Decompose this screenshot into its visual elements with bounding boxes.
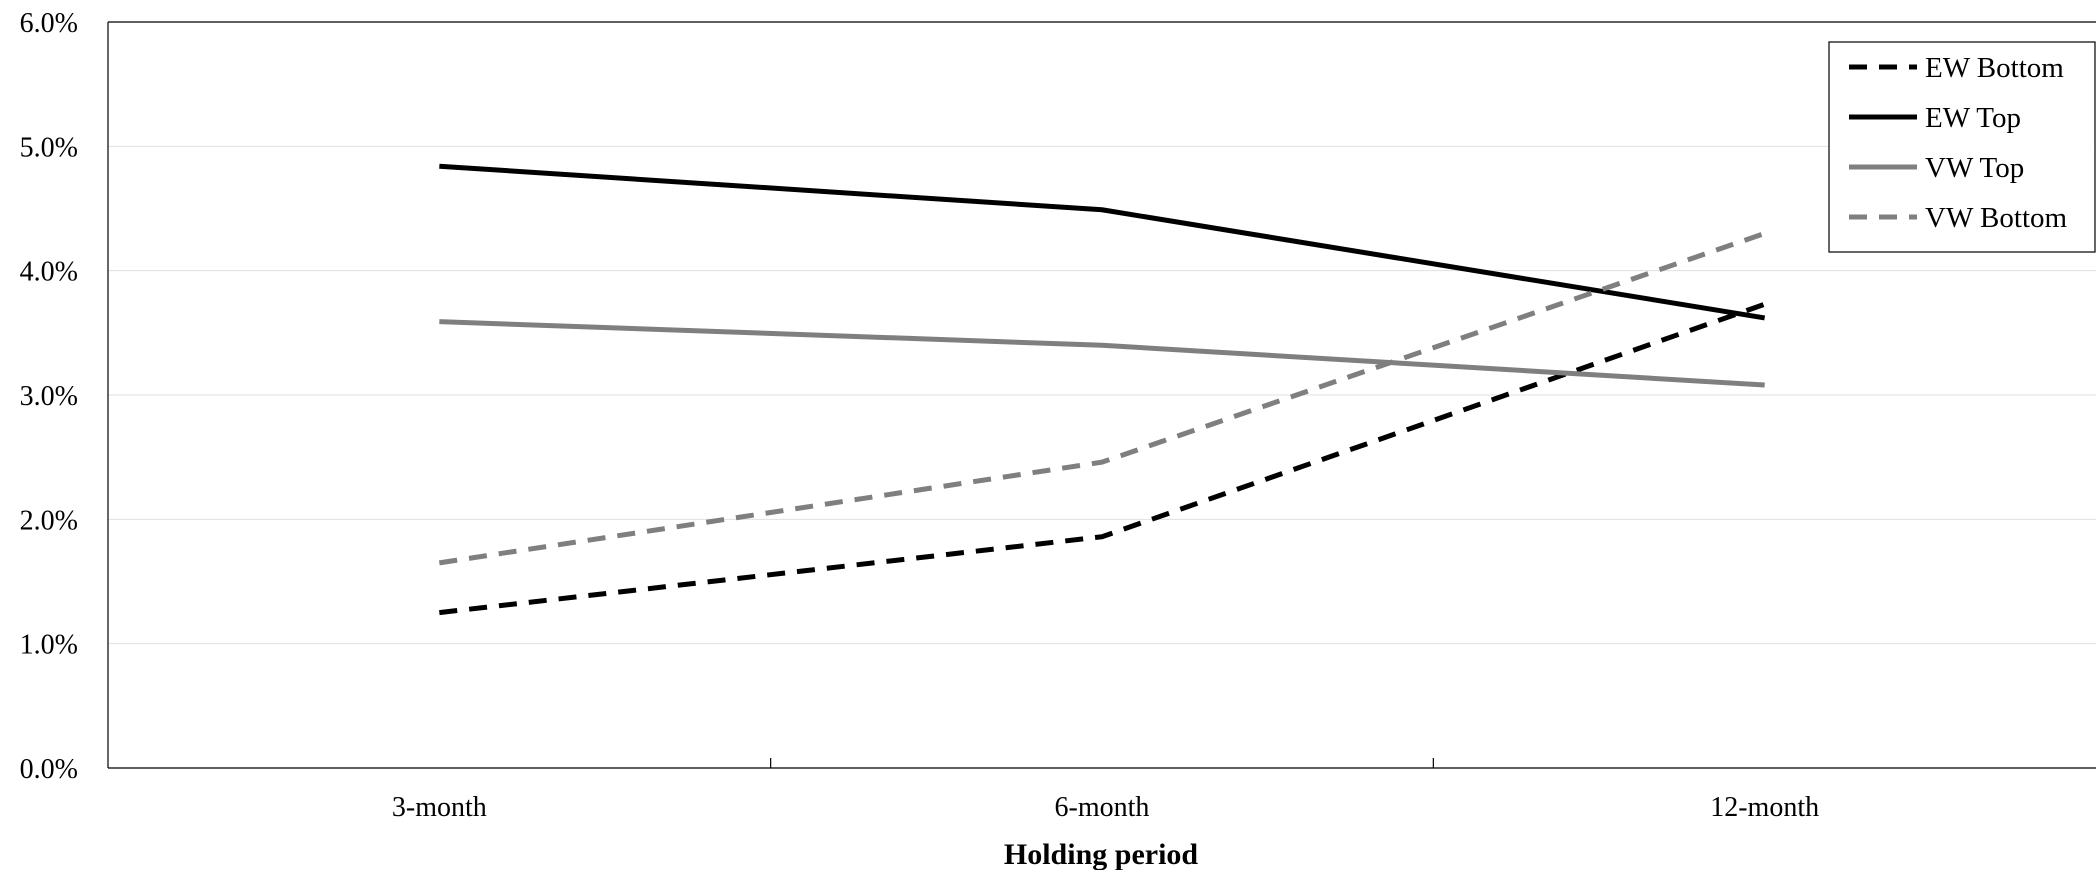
- series-line-ew-top: [439, 163, 1766, 321]
- y-axis-tick-labels: 0.0% 1.0% 2.0% 3.0% 4.0% 5.0% 6.0%: [20, 8, 78, 785]
- series-line-vw-top: [439, 319, 1765, 388]
- legend: EW Bottom EW Top VW Top VW Bottom: [1828, 41, 2096, 253]
- y-tick-label: 0.0%: [20, 754, 78, 785]
- y-tick-label: 2.0%: [20, 505, 78, 536]
- legend-label: EW Bottom: [1925, 52, 2064, 84]
- legend-label: VW Top: [1925, 152, 2024, 184]
- plot-area-frame: [107, 21, 2096, 769]
- x-axis-title: Holding period: [1004, 838, 1199, 870]
- y-tick-label: 1.0%: [20, 630, 78, 661]
- x-tick-label: 6-month: [1055, 792, 1150, 823]
- gridlines: [108, 145, 2096, 645]
- x-axis-tick-labels: 3-month 6-month 12-month: [392, 792, 1819, 823]
- y-tick-label: 4.0%: [20, 257, 78, 288]
- x-tick-label: 3-month: [392, 792, 487, 823]
- legend-box: [1828, 41, 2096, 253]
- series-lines: [438, 163, 1766, 616]
- series-line-vw-bottom: [438, 231, 1766, 566]
- legend-label: EW Top: [1925, 102, 2021, 134]
- series-line-ew-bottom: [439, 301, 1766, 616]
- y-tick-label: 5.0%: [20, 132, 78, 163]
- y-tick-label: 3.0%: [20, 381, 78, 412]
- y-tick-label: 6.0%: [20, 8, 78, 39]
- legend-label: VW Bottom: [1925, 202, 2067, 234]
- x-tick-label: 12-month: [1710, 792, 1819, 823]
